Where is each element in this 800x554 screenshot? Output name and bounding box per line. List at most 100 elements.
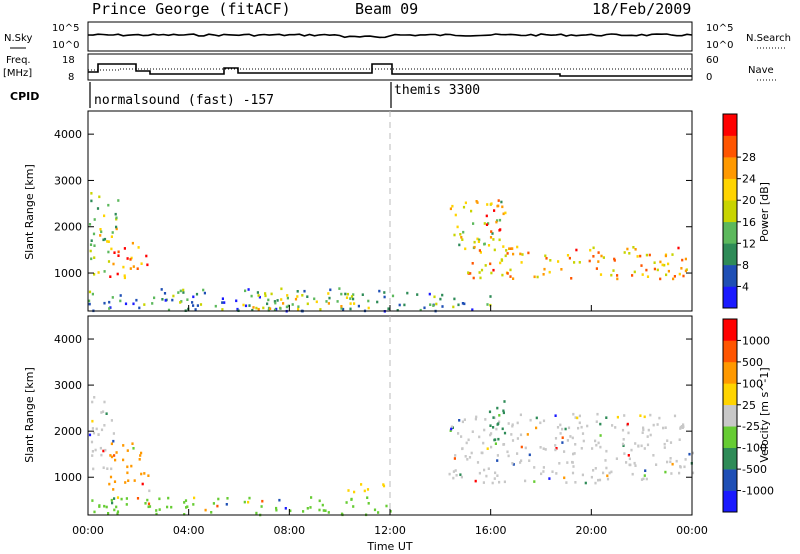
power-cell [672,277,675,281]
power-cell [221,297,224,300]
power-cell [451,204,454,208]
power-cell [103,270,106,273]
power-cell [352,297,355,301]
velocity-cell [148,489,151,493]
velocity-cell [576,416,579,420]
velocity-cell [115,505,118,509]
velocity-cell [498,420,501,424]
velocity-cell [463,418,466,421]
velocity-cell [185,506,188,509]
velocity-cell [634,442,637,445]
velocity-cell [461,447,464,450]
power-cell [441,293,444,297]
velocity-cell [573,452,576,455]
velocity-cell [516,437,519,440]
power-cell [221,301,224,304]
power-cell [645,253,648,257]
power-cell [115,216,118,220]
power-cell [257,294,260,297]
power-cell [454,213,457,217]
velocity-cell [597,478,600,482]
velocity-cell [482,481,485,484]
velocity-cell [622,438,625,441]
power-cell [473,245,476,249]
velocity-cell [678,438,681,441]
power-cell [542,273,545,276]
velocity-cell [591,447,594,450]
velocity-cell [226,497,229,500]
x-tick-label: 00:00 [676,524,708,537]
velocity-cell [691,451,694,455]
power-cell [486,203,489,206]
colorbar-tick-label: -25 [742,420,760,433]
power-cell [612,269,615,272]
power-cell [667,269,670,273]
y-tick-label: 3000 [54,379,82,392]
power-cell [479,251,482,254]
velocity-cell [608,471,611,475]
velocity-cell [124,481,127,484]
power-cell [340,292,343,296]
velocity-cell [519,413,522,417]
velocity-cell [132,447,135,450]
velocity-cell [103,400,106,404]
velocity-cell [614,426,617,429]
power-cell [506,272,509,275]
power-cell [115,217,118,221]
power-cell [136,267,139,270]
velocity-cell [511,439,515,442]
power-cell [456,225,459,229]
velocity-cell [604,459,607,462]
power-cell [383,291,386,294]
velocity-cell [572,412,575,416]
velocity-cell [483,468,486,472]
power-cell [291,303,294,306]
power-cell [202,288,205,292]
power-cell [419,308,422,312]
velocity-cell [611,424,614,427]
velocity-cell [468,456,472,459]
velocity-cell [671,462,674,466]
colorbar-swatch [723,200,737,223]
power-cell [137,246,140,249]
power-cell [89,249,92,253]
velocity-cell [350,498,353,501]
velocity-cell [367,502,370,505]
power-cell [179,289,182,293]
velocity-cell [97,433,100,436]
velocity-cell [658,416,661,420]
power-cell [659,277,662,281]
velocity-cell [627,454,630,457]
y-tick-label: 1000 [54,267,82,280]
power-cell [480,268,484,272]
colorbar-tick-label: 4 [742,280,749,293]
velocity-cell [366,496,369,499]
velocity-cell [457,432,460,435]
velocity-cell [606,474,609,478]
power-cell [160,288,163,291]
velocity-cell [114,458,117,462]
power-cell [250,294,253,298]
y-tick-label: 4000 [54,128,82,141]
power-cell [91,292,94,296]
power-cell [588,259,591,263]
velocity-cell [669,441,673,444]
velocity-cell [363,489,366,493]
velocity-cell [595,420,598,423]
power-cell [119,299,122,303]
power-cell [280,298,283,301]
freq-tick-bottom: 8 [68,72,74,83]
power-cell [493,248,496,252]
power-cell [116,272,119,276]
velocity-cell [682,423,685,426]
power-cell [92,232,96,236]
power-cell [301,294,304,297]
power-cell [262,306,265,310]
power-cell [123,276,126,280]
colorbar-tick-label: -1000 [742,485,774,498]
velocity-cell [448,472,451,476]
nsearch-tick-top: 10^5 [706,23,733,34]
velocity-cell [112,432,115,435]
colorbar-tick-label: 24 [742,173,756,186]
power-cell [119,294,122,297]
